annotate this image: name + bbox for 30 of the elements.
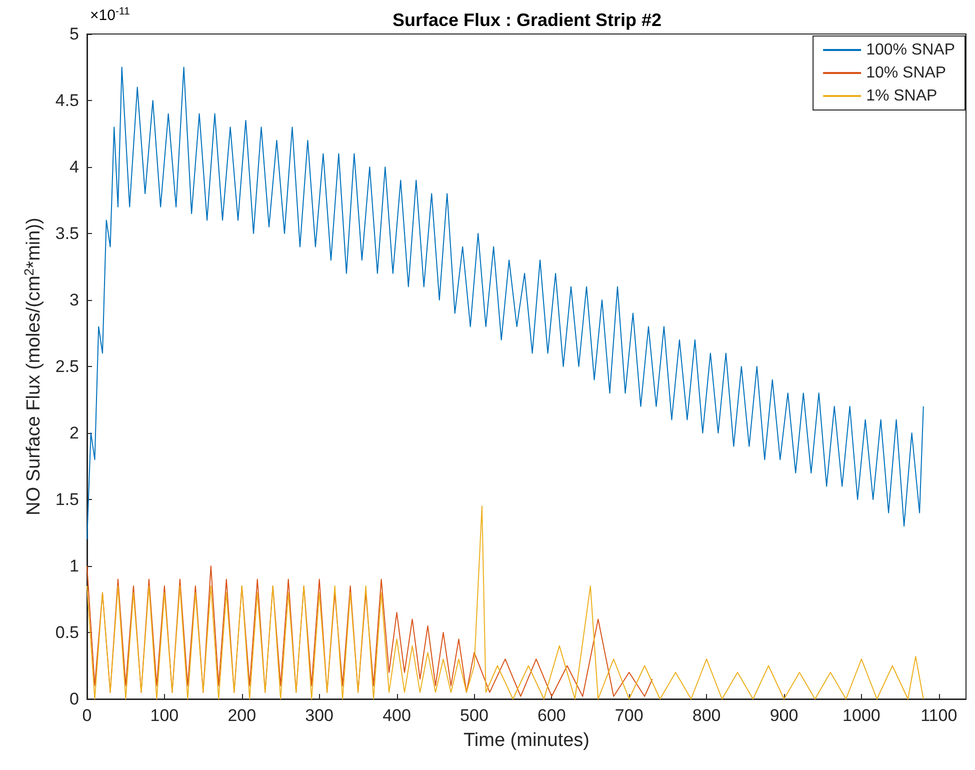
y-tick-label: 2 (70, 424, 79, 442)
y-tick-label: 1 (70, 556, 79, 576)
legend-label: 100% SNAP (866, 42, 955, 58)
x-tick-label: 200 (228, 706, 256, 725)
legend-label: 10% SNAP (866, 64, 946, 82)
x-tick-label: 500 (460, 706, 488, 725)
y-tick-label: 0.5 (55, 623, 79, 642)
y-tick-label: 4.5 (55, 91, 79, 110)
y-tick-label: 2.5 (55, 357, 79, 376)
x-tick-label: 1000 (842, 706, 880, 725)
legend-label: 1% SNAP (866, 88, 938, 104)
y-tick-label: 1.5 (55, 490, 79, 509)
x-tick-label: 900 (770, 706, 798, 725)
y-tick-label: 5 (70, 24, 79, 44)
x-tick-label: 0 (82, 706, 92, 725)
line-series (86, 506, 924, 700)
x-tick-label: 1100 (920, 706, 958, 725)
chart-title: Surface Flux : Gradient Strip #2 (392, 10, 662, 30)
x-axis-title: Time (minutes) (464, 730, 590, 751)
x-tick-label: 800 (692, 706, 721, 725)
x-tick-label: 700 (614, 706, 644, 725)
x-tick-label: 300 (305, 706, 334, 725)
x-tick-label: 100 (150, 706, 179, 725)
y-tick-label: 4 (70, 158, 79, 176)
y-tick-label: 3 (70, 290, 79, 310)
x-tick-label: 600 (537, 706, 566, 725)
y-tick-label: 3.5 (55, 224, 79, 243)
x-tick-label: 400 (382, 706, 411, 725)
y-axis-title: NO Surface Flux (moles/(cm2*min)) (22, 218, 44, 516)
y-tick-label: 0 (70, 690, 79, 708)
